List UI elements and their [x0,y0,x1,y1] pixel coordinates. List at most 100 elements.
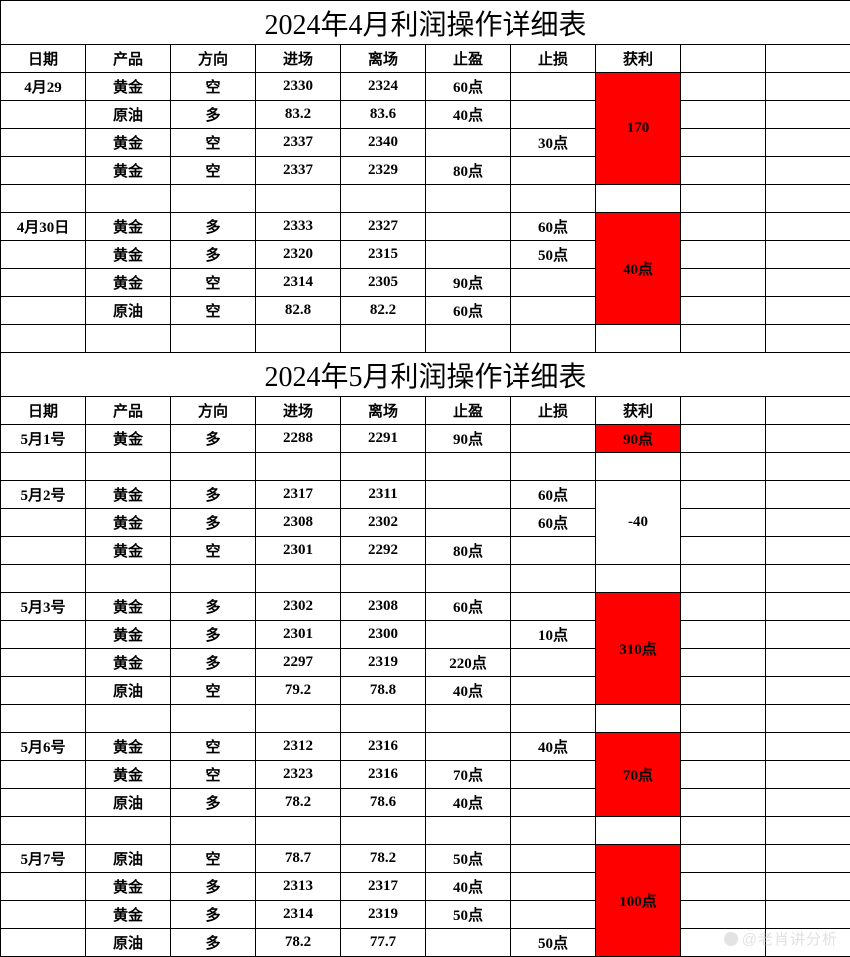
spacer-cell [256,705,341,733]
data-cell: 2300 [341,621,426,649]
data-cell [426,129,511,157]
data-cell: 空 [171,73,256,101]
data-cell: 空 [171,269,256,297]
data-cell [681,649,766,677]
column-header: 离场 [341,45,426,73]
data-cell: 40点 [426,677,511,705]
data-cell: 2297 [256,649,341,677]
spacer-cell [1,325,86,353]
data-cell [1,929,86,957]
data-cell: 60点 [511,213,596,241]
data-cell: 2301 [256,621,341,649]
data-cell: 82.2 [341,297,426,325]
data-cell: 2319 [341,649,426,677]
data-cell: 78.7 [256,845,341,873]
data-cell [766,241,850,269]
column-header [766,45,850,73]
data-cell [766,509,850,537]
data-cell [681,621,766,649]
spacer-cell [596,705,681,733]
data-cell: 50点 [511,241,596,269]
spacer-cell [1,705,86,733]
data-cell: 2320 [256,241,341,269]
data-cell: 2319 [341,901,426,929]
profit-cell: 40点 [596,213,681,325]
data-cell [511,425,596,453]
data-cell: 30点 [511,129,596,157]
data-cell [681,213,766,241]
spacer-cell [1,185,86,213]
spacer-cell [86,185,171,213]
spacer-cell [86,565,171,593]
data-cell: 2330 [256,73,341,101]
data-cell: 60点 [426,593,511,621]
data-cell: 黄金 [86,425,171,453]
data-cell [681,677,766,705]
data-cell [511,845,596,873]
data-cell [511,873,596,901]
spacer-cell [171,185,256,213]
profit-cell: 170 [596,73,681,185]
spacer-cell [766,185,850,213]
data-cell: 黄金 [86,621,171,649]
data-cell: 黄金 [86,129,171,157]
data-cell [766,297,850,325]
spacer-cell [596,565,681,593]
data-cell: 40点 [426,873,511,901]
spacer-cell [171,705,256,733]
spacer-cell [596,817,681,845]
data-cell [1,101,86,129]
data-cell: 2329 [341,157,426,185]
data-cell: 多 [171,929,256,957]
data-cell [681,101,766,129]
spacer-cell [681,453,766,481]
spacer-cell [86,325,171,353]
data-cell [1,157,86,185]
data-cell [681,269,766,297]
data-cell [511,101,596,129]
data-cell: 多 [171,481,256,509]
profit-cell: 90点 [596,425,681,453]
data-cell [681,73,766,101]
data-cell: 5月1号 [1,425,86,453]
data-cell: 78.2 [256,929,341,957]
data-cell [426,241,511,269]
data-cell [766,901,850,929]
data-cell: 5月7号 [1,845,86,873]
data-cell [511,789,596,817]
data-cell: 2317 [256,481,341,509]
spacer-cell [341,453,426,481]
data-cell: 2314 [256,269,341,297]
data-cell: 2292 [341,537,426,565]
spacer-cell [341,817,426,845]
spacer-cell [341,565,426,593]
data-cell [511,157,596,185]
data-cell: 2337 [256,157,341,185]
data-cell: 80点 [426,537,511,565]
data-cell: 40点 [426,101,511,129]
data-cell: 原油 [86,845,171,873]
spacer-cell [86,817,171,845]
data-cell: 2317 [341,873,426,901]
column-header: 获利 [596,45,681,73]
column-header: 方向 [171,45,256,73]
column-header: 止损 [511,397,596,425]
data-cell: 多 [171,593,256,621]
data-cell: 60点 [511,509,596,537]
data-cell: 4月29 [1,73,86,101]
data-cell [766,789,850,817]
data-cell: 78.2 [341,845,426,873]
profit-cell: 310点 [596,593,681,705]
data-cell: 多 [171,649,256,677]
data-cell: 2302 [256,593,341,621]
spacer-cell [86,705,171,733]
data-cell: 2312 [256,733,341,761]
data-cell [766,733,850,761]
data-cell [766,73,850,101]
data-cell: 78.2 [256,789,341,817]
data-cell: 多 [171,509,256,537]
column-header [766,397,850,425]
data-cell [766,929,850,957]
data-cell [681,297,766,325]
data-cell: 50点 [426,845,511,873]
